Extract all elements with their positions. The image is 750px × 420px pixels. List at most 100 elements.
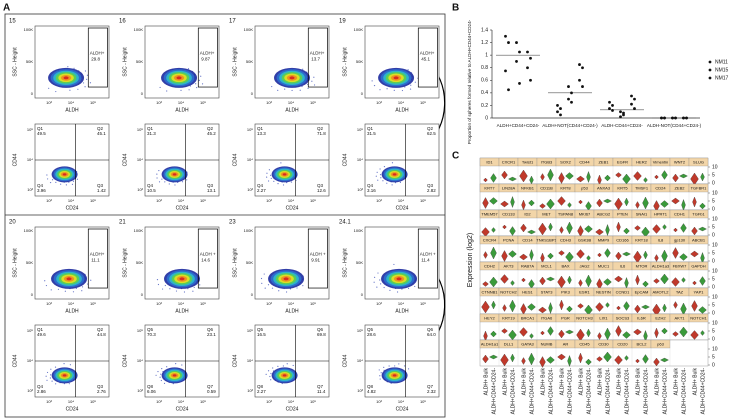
quadrant-label: Q7 xyxy=(317,384,324,389)
quadrant-value: 1.42 xyxy=(97,188,106,193)
tick-label: 10⁴ xyxy=(288,301,294,306)
gene-label: SOX2 xyxy=(560,159,571,164)
violin xyxy=(661,170,668,180)
tick-label: 10⁴ xyxy=(398,301,404,306)
gene-header xyxy=(650,339,671,349)
violin xyxy=(586,328,591,338)
axis-title: ALDH xyxy=(285,308,299,314)
gate xyxy=(197,27,218,88)
sample-id: 20 xyxy=(9,220,16,226)
sample-id: 16 xyxy=(119,19,126,25)
tick-label: 10⁵ xyxy=(420,198,426,203)
tick-label: 10⁵ xyxy=(420,399,426,404)
point xyxy=(581,85,584,88)
event-dot xyxy=(407,368,410,370)
axis-title: CD44 xyxy=(12,354,18,367)
gene-label: LIN28A xyxy=(502,185,516,190)
quadrant-value: 31.5 xyxy=(367,131,376,136)
gene-label: ABCB1 xyxy=(692,237,706,242)
gene-label: MKI67 xyxy=(579,211,591,216)
violin xyxy=(622,251,631,257)
gene-label: AKT1 xyxy=(674,315,685,320)
event-dot xyxy=(161,178,163,180)
tick-label: 10⁵ xyxy=(200,399,206,404)
event-dot xyxy=(51,380,53,382)
violin xyxy=(510,353,515,363)
event-dot xyxy=(383,366,385,368)
event-dot xyxy=(383,166,386,168)
event-dot xyxy=(46,379,48,381)
violin xyxy=(528,352,535,366)
event-dot xyxy=(46,174,48,176)
point xyxy=(526,50,529,54)
event-dot xyxy=(69,89,71,91)
event-dot xyxy=(89,82,92,84)
gene-label: AMOTL2 xyxy=(652,289,669,294)
panel-label: A xyxy=(3,3,10,14)
tick-label: 10³ xyxy=(156,399,162,404)
gene-label: TSPAN8 xyxy=(558,211,574,216)
tick-label: 10³ xyxy=(357,388,363,393)
gene-label: KRT5 xyxy=(617,185,628,190)
gene-label: TMSF1 xyxy=(635,185,649,190)
legend-label: NM15 xyxy=(715,67,729,73)
point xyxy=(685,116,688,120)
event-dot xyxy=(377,272,379,274)
violin xyxy=(519,253,528,261)
event-dot xyxy=(273,180,275,182)
violin xyxy=(539,276,546,286)
tick-label: 10³ xyxy=(247,187,253,192)
event-dot xyxy=(391,162,394,164)
violin xyxy=(566,305,573,313)
tick-label: 10⁵ xyxy=(357,328,363,333)
axis-title: SSC - Height xyxy=(122,47,128,77)
violin xyxy=(548,302,553,314)
violin xyxy=(634,225,641,231)
event-dot xyxy=(379,279,381,281)
violin xyxy=(652,224,661,234)
point xyxy=(630,102,633,106)
violin xyxy=(672,173,679,183)
tick-label: 50K xyxy=(356,59,363,64)
violin xyxy=(557,353,566,361)
gene-label: CD133 xyxy=(502,211,515,216)
violin xyxy=(633,328,642,336)
density xyxy=(282,374,287,377)
event-dot xyxy=(55,181,57,183)
axis-title: CD44 xyxy=(12,153,18,166)
quadrant-value: 49.6 xyxy=(37,332,46,337)
gene-label: IL8 xyxy=(658,237,664,242)
event-dot xyxy=(399,181,402,183)
gene-label: FBXW7 xyxy=(673,263,688,268)
event-dot xyxy=(291,89,293,92)
gene-label: HES1 xyxy=(522,289,533,294)
violin xyxy=(558,172,565,184)
gene-label: ZEB1 xyxy=(598,159,609,164)
legend-label: NM17 xyxy=(715,75,729,81)
point xyxy=(619,115,622,119)
event-dot xyxy=(270,372,272,375)
event-dot xyxy=(68,383,70,385)
event-dot xyxy=(164,181,166,183)
sample-id: 24.1 xyxy=(339,220,351,226)
gate-value: 29.8 xyxy=(91,56,100,61)
x-label: ALDH+CD44+CD24- xyxy=(491,368,497,415)
gene-header xyxy=(688,157,709,167)
y-tick-label: 0 xyxy=(712,232,715,238)
gene-label: ZEB2 xyxy=(674,185,685,190)
point xyxy=(622,111,625,115)
x-label: ALDH+CD44+CD24- xyxy=(681,368,687,415)
violin xyxy=(679,253,688,261)
tick-label: 100K xyxy=(24,27,34,32)
quadrant-label: Q3 xyxy=(207,183,214,188)
axis-title: CD24 xyxy=(66,406,79,412)
quadrant-value: 2.32 xyxy=(427,389,436,394)
gene-label: ESR1 xyxy=(579,289,590,294)
tick-label: 10⁴ xyxy=(137,358,143,363)
event-dot xyxy=(282,365,284,367)
y-tick-label: 5 xyxy=(712,198,715,204)
violin xyxy=(510,196,515,208)
gene-label: KRT8 xyxy=(560,185,571,190)
quadrant-label: Q5 xyxy=(147,327,154,332)
y-tick-label: 10 xyxy=(712,346,718,352)
